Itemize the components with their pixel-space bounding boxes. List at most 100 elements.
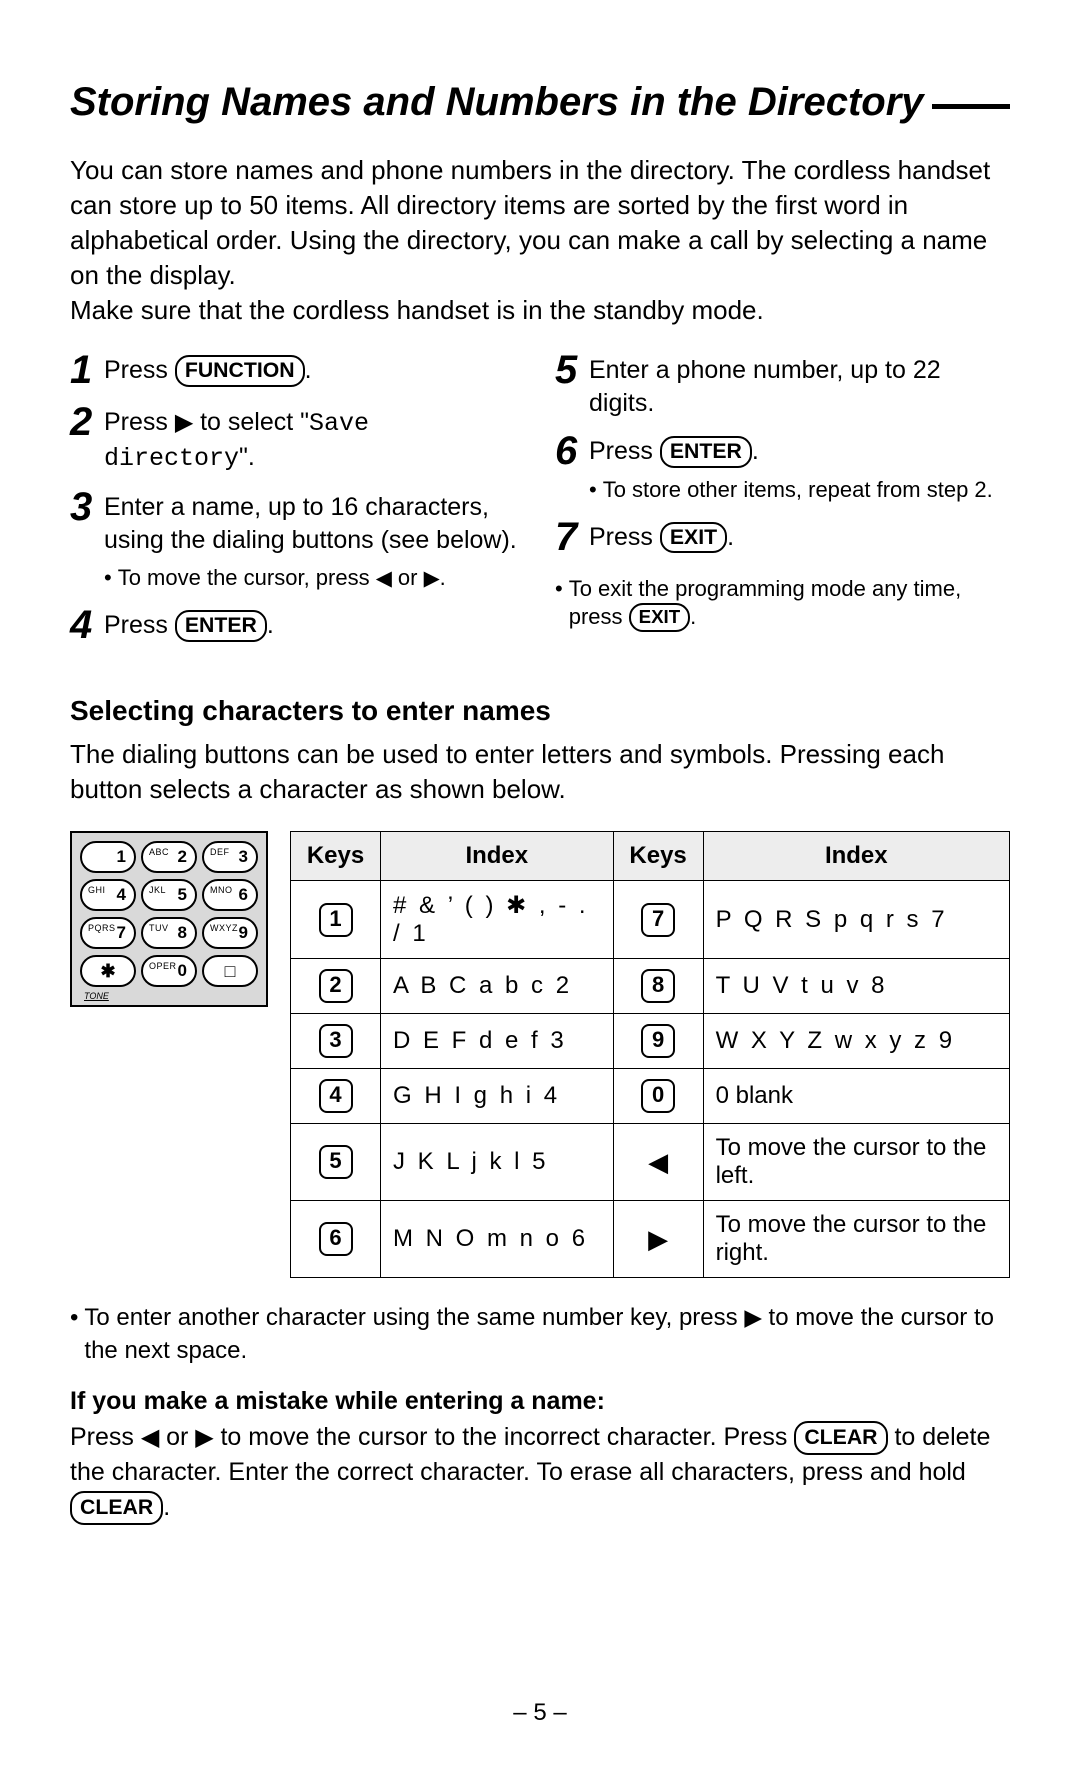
key-icon: 6 [319, 1222, 353, 1256]
table-header-row: Keys Index Keys Index [291, 832, 1010, 881]
step-number: 6 [555, 431, 589, 471]
intro-line2: Make sure that the cordless handset is i… [70, 295, 764, 325]
step-body: Enter a phone number, up to 22 digits. [589, 352, 1010, 419]
mistake-body: Press ◀ or ▶ to move the cursor to the i… [70, 1420, 1010, 1525]
character-table: Keys Index Keys Index 1 # & ’ ( ) ✱ , - .… [290, 831, 1010, 1278]
keypad-button: ✱ [80, 955, 136, 987]
step-body: Press ENTER. [104, 607, 525, 642]
step-number: 2 [70, 402, 104, 442]
substep: • To store other items, repeat from step… [589, 476, 1010, 505]
enter-key: ENTER [660, 436, 752, 468]
footer-bullet: • To enter another character using the s… [70, 1302, 1010, 1367]
clear-key: CLEAR [70, 1491, 163, 1525]
index-cell: P Q R S p q r s 7 [703, 881, 1009, 959]
steps-columns: 1 Press FUNCTION. 2 Press ▶ to select "S… [70, 352, 1010, 659]
col-keys: Keys [291, 832, 381, 881]
index-cell: A B C a b c 2 [381, 959, 614, 1014]
step-body: Press ENTER. • To store other items, rep… [589, 433, 1010, 504]
keypad-button: PQRS7 [80, 917, 136, 949]
index-cell: 0 blank [703, 1069, 1009, 1124]
index-cell: D E F d e f 3 [381, 1014, 614, 1069]
table-row: 2 A B C a b c 2 8 T U V t u v 8 [291, 959, 1010, 1014]
step-3: 3 Enter a name, up to 16 characters, usi… [70, 489, 525, 593]
keypad-button: WXYZ9 [202, 917, 258, 949]
substep: • To move the cursor, press ◀ or ▶. [104, 564, 525, 593]
page-title-text: Storing Names and Numbers in the Directo… [70, 80, 924, 125]
step-number: 1 [70, 350, 104, 390]
right-arrow-icon: ▶ [424, 567, 440, 590]
step-number: 3 [70, 487, 104, 527]
index-cell: To move the cursor to the right. [703, 1201, 1009, 1278]
page-number: – 5 – [0, 1699, 1080, 1727]
page-title: Storing Names and Numbers in the Directo… [70, 80, 1010, 125]
keypad-button: OPER0 [141, 955, 197, 987]
intro-line1: You can store names and phone numbers in… [70, 155, 990, 290]
key-icon: 4 [319, 1079, 353, 1113]
left-arrow-icon: ◀ [376, 567, 392, 590]
step-number: 7 [555, 517, 589, 557]
section-body: The dialing buttons can be used to enter… [70, 737, 1010, 807]
step-1: 1 Press FUNCTION. [70, 352, 525, 390]
section-heading: Selecting characters to enter names [70, 695, 1010, 727]
index-cell: J K L j k l 5 [381, 1124, 614, 1201]
keypad-button: GHI4 [80, 879, 136, 911]
key-icon: 8 [641, 969, 675, 1003]
right-arrow-icon: ▶ [195, 1424, 213, 1451]
index-cell: G H I g h i 4 [381, 1069, 614, 1124]
keypad-button: 1 [80, 841, 136, 873]
bullet-icon: • [104, 564, 112, 593]
bullet-icon: • [555, 575, 563, 632]
right-arrow-icon: ▶ [175, 409, 193, 436]
step-2: 2 Press ▶ to select "Save directory". [70, 404, 525, 475]
table-row: 3D E F d e f 39W X Y Z w x y z 9 [291, 1014, 1010, 1069]
table-row: 6 M N O m n o 6 ▶ To move the cursor to the… [291, 1201, 1010, 1278]
keypad-button: □ [202, 955, 258, 987]
step-4: 4 Press ENTER. [70, 607, 525, 645]
index-cell: W X Y Z w x y z 9 [703, 1014, 1009, 1069]
left-arrow-icon: ◀ [141, 1424, 159, 1451]
index-cell: T U V t u v 8 [703, 959, 1009, 1014]
key-icon: 0 [641, 1079, 675, 1113]
exit-key: EXIT [660, 522, 727, 554]
keypad-illustration: 1ABC2DEF3 GHI4JKL5MNO6 PQRS7TUV8WXYZ9 ✱OPER… [70, 831, 268, 1007]
step-body: Enter a name, up to 16 characters, using… [104, 489, 525, 593]
steps-left-col: 1 Press FUNCTION. 2 Press ▶ to select "S… [70, 352, 525, 659]
col-index: Index [703, 832, 1009, 881]
keypad-button: DEF3 [202, 841, 258, 873]
key-icon: 1 [319, 903, 353, 937]
tone-label: TONE [84, 991, 258, 1001]
step-number: 4 [70, 605, 104, 645]
right-arrow-icon: ▶ [744, 1304, 762, 1330]
left-arrow-icon: ◀ [648, 1147, 668, 1177]
index-cell: # & ’ ( ) ✱ , - . / 1 [381, 881, 614, 959]
step-body: Press FUNCTION. [104, 352, 525, 387]
col-index: Index [381, 832, 614, 881]
intro-paragraph: You can store names and phone numbers in… [70, 153, 1010, 328]
keypad-button: MNO6 [202, 879, 258, 911]
exit-note: • To exit the programming mode any time,… [555, 575, 1010, 632]
title-rule [932, 104, 1010, 109]
table-row: 1 # & ’ ( ) ✱ , - . / 1 7 P Q R S p q r s 7 [291, 881, 1010, 959]
mistake-heading: If you make a mistake while entering a n… [70, 1387, 1010, 1416]
step-body: Press EXIT. [589, 519, 1010, 554]
keypad-and-table: 1ABC2DEF3GHI4JKL5MNO6PQRS7TUV8WXYZ9✱OPER… [70, 831, 1010, 1278]
keypad-button: JKL5 [141, 879, 197, 911]
bullet-icon: • [70, 1302, 78, 1367]
table-row: 5 J K L j k l 5 ◀ To move the cursor to the… [291, 1124, 1010, 1201]
keypad-button: ABC2 [141, 841, 197, 873]
index-cell: M N O m n o 6 [381, 1201, 614, 1278]
clear-key: CLEAR [794, 1421, 887, 1455]
col-keys: Keys [613, 832, 703, 881]
step-7: 7 Press EXIT. [555, 519, 1010, 557]
key-icon: 5 [319, 1145, 353, 1179]
index-cell: To move the cursor to the left. [703, 1124, 1009, 1201]
step-body: Press ▶ to select "Save directory". [104, 404, 525, 475]
step-number: 5 [555, 350, 589, 390]
key-icon: 7 [641, 903, 675, 937]
right-arrow-icon: ▶ [648, 1224, 668, 1254]
exit-key: EXIT [629, 603, 691, 631]
keypad-button: TUV8 [141, 917, 197, 949]
function-key: FUNCTION [175, 355, 305, 387]
step-5: 5 Enter a phone number, up to 22 digits. [555, 352, 1010, 419]
key-icon: 2 [319, 969, 353, 1003]
